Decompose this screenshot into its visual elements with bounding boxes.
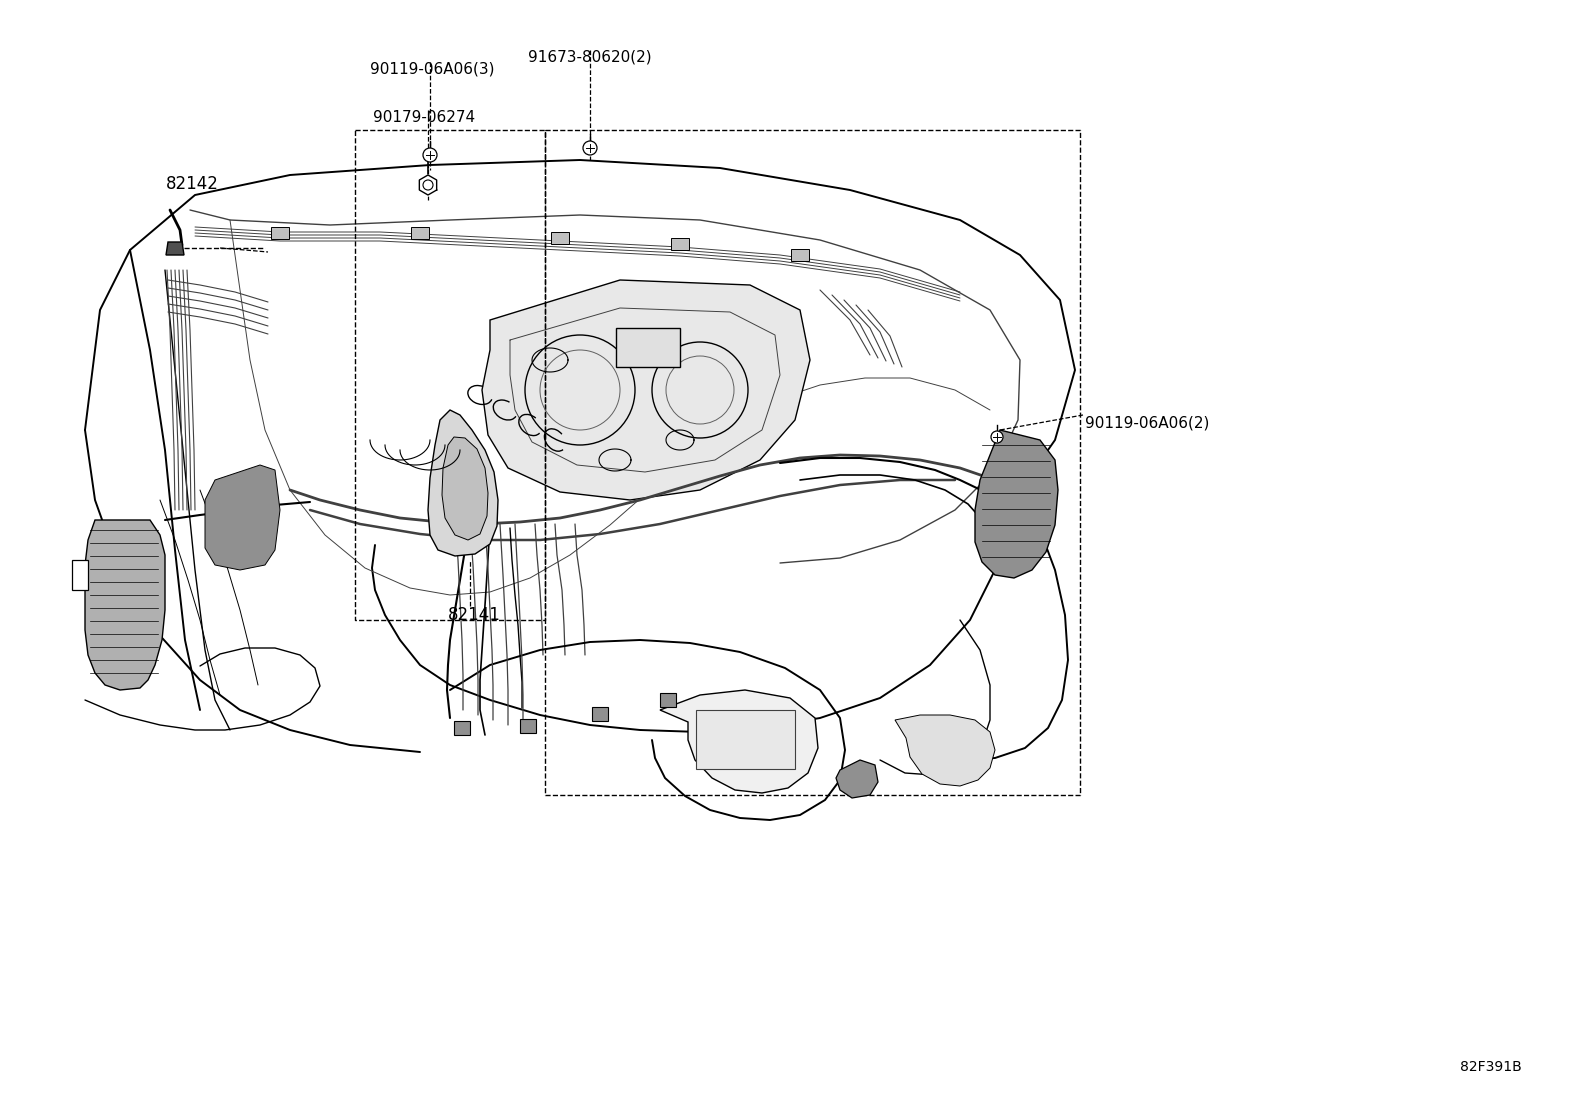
Polygon shape: [836, 761, 879, 798]
Polygon shape: [974, 430, 1059, 578]
Text: 91673-80620(2): 91673-80620(2): [529, 49, 651, 65]
Polygon shape: [428, 410, 498, 556]
FancyBboxPatch shape: [791, 249, 809, 260]
Text: 90179-06274: 90179-06274: [373, 110, 474, 125]
Circle shape: [423, 148, 436, 162]
FancyBboxPatch shape: [696, 710, 794, 769]
Polygon shape: [72, 560, 88, 590]
Text: 90119-06A06(3): 90119-06A06(3): [369, 62, 495, 77]
Polygon shape: [166, 242, 185, 255]
FancyBboxPatch shape: [521, 719, 537, 733]
FancyBboxPatch shape: [551, 232, 568, 244]
Circle shape: [583, 141, 597, 155]
Polygon shape: [661, 690, 818, 793]
Polygon shape: [84, 520, 166, 690]
Polygon shape: [205, 465, 280, 570]
FancyBboxPatch shape: [411, 227, 428, 238]
Circle shape: [990, 431, 1003, 443]
FancyBboxPatch shape: [454, 721, 470, 735]
FancyBboxPatch shape: [670, 238, 689, 249]
FancyBboxPatch shape: [592, 707, 608, 721]
Polygon shape: [895, 715, 995, 786]
Polygon shape: [443, 437, 489, 540]
FancyBboxPatch shape: [271, 227, 290, 238]
Polygon shape: [482, 280, 810, 500]
Text: 82F391B: 82F391B: [1460, 1061, 1522, 1074]
FancyBboxPatch shape: [616, 328, 680, 367]
Text: 90119-06A06(2): 90119-06A06(2): [1086, 415, 1210, 430]
Text: 82142: 82142: [166, 175, 218, 193]
Polygon shape: [419, 175, 436, 195]
FancyBboxPatch shape: [661, 693, 677, 707]
Text: 82141: 82141: [447, 606, 501, 624]
